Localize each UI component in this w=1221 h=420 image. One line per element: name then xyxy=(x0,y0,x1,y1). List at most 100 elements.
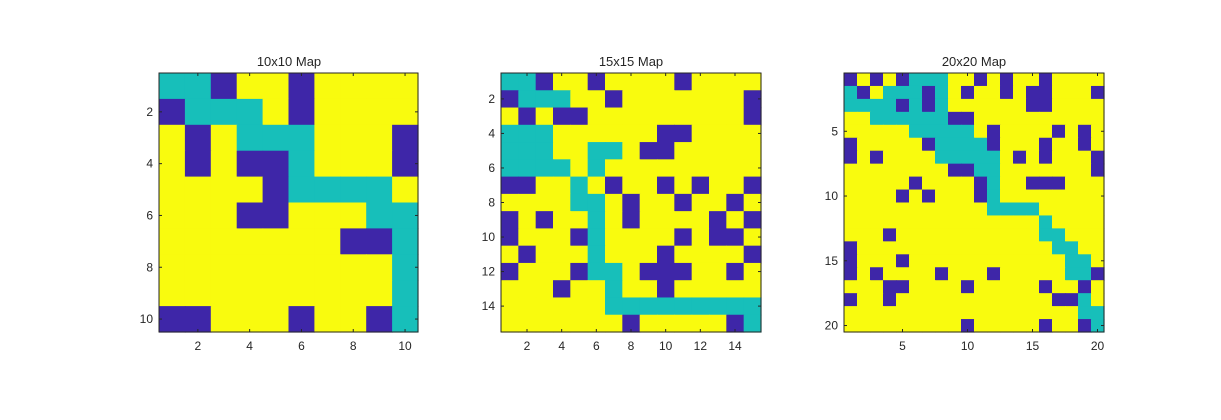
map-cell xyxy=(1026,254,1040,268)
map-cell xyxy=(159,280,186,307)
map-cell xyxy=(961,280,975,294)
map-cell xyxy=(935,124,949,139)
map-cell xyxy=(236,73,264,100)
map-cell xyxy=(922,215,936,229)
map-cell xyxy=(314,306,341,333)
y-tick-label: 8 xyxy=(488,196,495,210)
map-cell xyxy=(709,124,727,143)
y-tick-label: 8 xyxy=(146,260,153,274)
map-cell xyxy=(870,176,884,191)
map-cell xyxy=(726,211,745,229)
map-cell xyxy=(314,124,341,152)
map-cell xyxy=(570,124,589,143)
map-cell xyxy=(518,297,537,316)
map-cell xyxy=(288,202,315,229)
map-cell xyxy=(709,176,727,195)
map-cell xyxy=(210,150,238,178)
map-cell xyxy=(262,228,290,255)
map-cell xyxy=(1052,111,1066,126)
map-cell xyxy=(844,280,858,294)
map-cell xyxy=(691,280,710,299)
map-cell xyxy=(691,107,710,126)
map-cell xyxy=(948,111,962,126)
map-cell xyxy=(518,176,537,195)
map-cell xyxy=(1078,293,1092,307)
map-cell xyxy=(605,245,623,264)
map-cell xyxy=(743,245,762,264)
map-cell xyxy=(1065,73,1079,87)
map-cell xyxy=(587,176,606,195)
map-cell xyxy=(691,297,710,316)
map-cell xyxy=(1013,85,1027,100)
map-cell xyxy=(587,193,606,212)
map-cell xyxy=(948,319,962,333)
map-cell xyxy=(883,150,897,165)
map-cell xyxy=(1026,189,1040,204)
map-cell xyxy=(974,306,988,320)
map-cell xyxy=(935,241,949,255)
map-cell xyxy=(974,202,988,217)
map-cell xyxy=(159,150,186,178)
map-cell xyxy=(844,215,858,229)
map-cell xyxy=(726,159,745,178)
map-cell xyxy=(1039,189,1053,204)
map-cell xyxy=(1013,254,1027,268)
map-cell xyxy=(674,211,693,229)
map-cell xyxy=(974,280,988,294)
map-cell xyxy=(674,280,693,299)
map-cell xyxy=(961,189,975,204)
map-cell xyxy=(159,98,186,126)
map-cell xyxy=(392,150,419,178)
map-cell xyxy=(553,245,571,264)
map-cell xyxy=(1000,163,1014,178)
map-cell xyxy=(883,202,897,217)
map-cell xyxy=(883,215,897,229)
map-cell xyxy=(1026,176,1040,191)
map-cell xyxy=(844,202,858,217)
map-cell xyxy=(987,293,1001,307)
map-cell xyxy=(974,215,988,229)
map-cell xyxy=(366,254,393,281)
map-cell xyxy=(935,150,949,165)
map-cell xyxy=(366,124,393,152)
map-cell xyxy=(883,267,897,281)
map-cell xyxy=(883,163,897,178)
map-cell xyxy=(1013,124,1027,139)
map-cell xyxy=(935,202,949,217)
map-cell xyxy=(553,280,571,299)
map-cell xyxy=(570,142,589,160)
map-cell xyxy=(974,176,988,191)
map-cell xyxy=(948,176,962,191)
map-cell xyxy=(1065,280,1079,294)
map-cell xyxy=(961,111,975,126)
map-cell xyxy=(1039,124,1053,139)
map-cell xyxy=(605,90,623,109)
map-cell xyxy=(501,245,519,264)
map-cell xyxy=(1078,98,1092,113)
panel-10x10: 10x10 Map 2 4 6 8 10 2 4 6 8 10 xyxy=(140,54,419,353)
ticks-10x10: 2 4 6 8 10 2 4 6 8 10 xyxy=(140,73,418,353)
map-cell xyxy=(974,163,988,178)
map-cell xyxy=(844,241,858,255)
map-cell xyxy=(1065,228,1079,242)
map-cell xyxy=(1091,73,1105,87)
y-tick-label: 2 xyxy=(146,105,153,119)
map-cell xyxy=(605,176,623,195)
map-cell xyxy=(691,90,710,109)
map-cell xyxy=(909,319,923,333)
map-cell xyxy=(366,228,393,255)
map-cell xyxy=(210,202,238,229)
map-cell xyxy=(553,142,571,160)
map-cell xyxy=(535,142,554,160)
map-cell xyxy=(909,98,923,113)
map-cell xyxy=(1065,137,1079,152)
map-cell xyxy=(1078,85,1092,100)
map-cell xyxy=(987,137,1001,152)
map-cell xyxy=(948,306,962,320)
map-cell xyxy=(909,293,923,307)
axes-frame-20x20 xyxy=(843,72,1105,333)
y-tick-label: 15 xyxy=(825,254,839,268)
map-cell xyxy=(1026,267,1040,281)
map-cell xyxy=(974,254,988,268)
map-cell xyxy=(870,319,884,333)
